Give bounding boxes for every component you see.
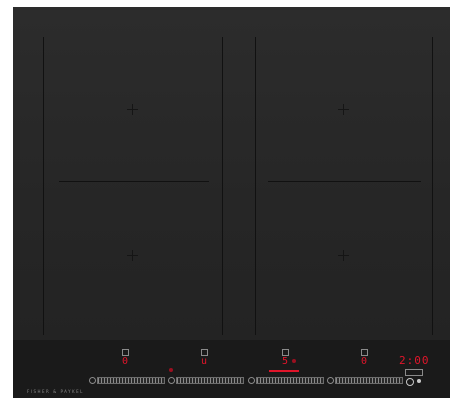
zone-center-cross: [127, 250, 138, 261]
zone-2-level: u: [200, 356, 208, 367]
zone-3-power-icon[interactable]: [248, 377, 255, 384]
cooktop: 0 u 5 0 2:00 FISHER & PAYKEL: [13, 7, 450, 398]
zone-center-cross: [338, 250, 349, 261]
zone-center-cross: [127, 104, 138, 115]
zone-boundary-line: [255, 37, 256, 335]
lock-icon[interactable]: [417, 379, 421, 383]
zone-select-icon[interactable]: [201, 349, 208, 356]
zone-divider-line: [268, 181, 421, 182]
zone-3-level: 5: [281, 356, 289, 367]
brand-label: FISHER & PAYKEL: [27, 389, 84, 394]
zone-boundary-line: [222, 37, 223, 335]
zone-boundary-line: [432, 37, 433, 335]
zone-1-slider[interactable]: [97, 377, 165, 384]
zone-1-power-icon[interactable]: [89, 377, 96, 384]
zone-select-icon[interactable]: [122, 349, 129, 356]
zone-1-level: 0: [121, 356, 129, 367]
zone-4-slider[interactable]: [335, 377, 403, 384]
glass-surface: [13, 7, 450, 340]
zone-center-cross: [338, 104, 349, 115]
zone-3-slider-fill: [269, 370, 299, 372]
zone-2-slider[interactable]: [176, 377, 244, 384]
control-panel: 0 u 5 0 2:00 FISHER & PAYKEL: [13, 340, 450, 398]
zone-4-level: 0: [360, 356, 368, 367]
timer-icon[interactable]: [405, 369, 423, 376]
zone-boundary-line: [43, 37, 44, 335]
zone-divider-line: [59, 181, 209, 182]
zone-2-indicator-dot: [169, 368, 173, 372]
zone-select-icon[interactable]: [282, 349, 289, 356]
zone-3-indicator-dot: [292, 359, 296, 363]
zone-2-power-icon[interactable]: [168, 377, 175, 384]
timer-display: 2:00: [399, 354, 430, 367]
zone-select-icon[interactable]: [361, 349, 368, 356]
info-icon[interactable]: [406, 378, 414, 386]
zone-3-slider[interactable]: [256, 377, 324, 384]
zone-4-power-icon[interactable]: [327, 377, 334, 384]
